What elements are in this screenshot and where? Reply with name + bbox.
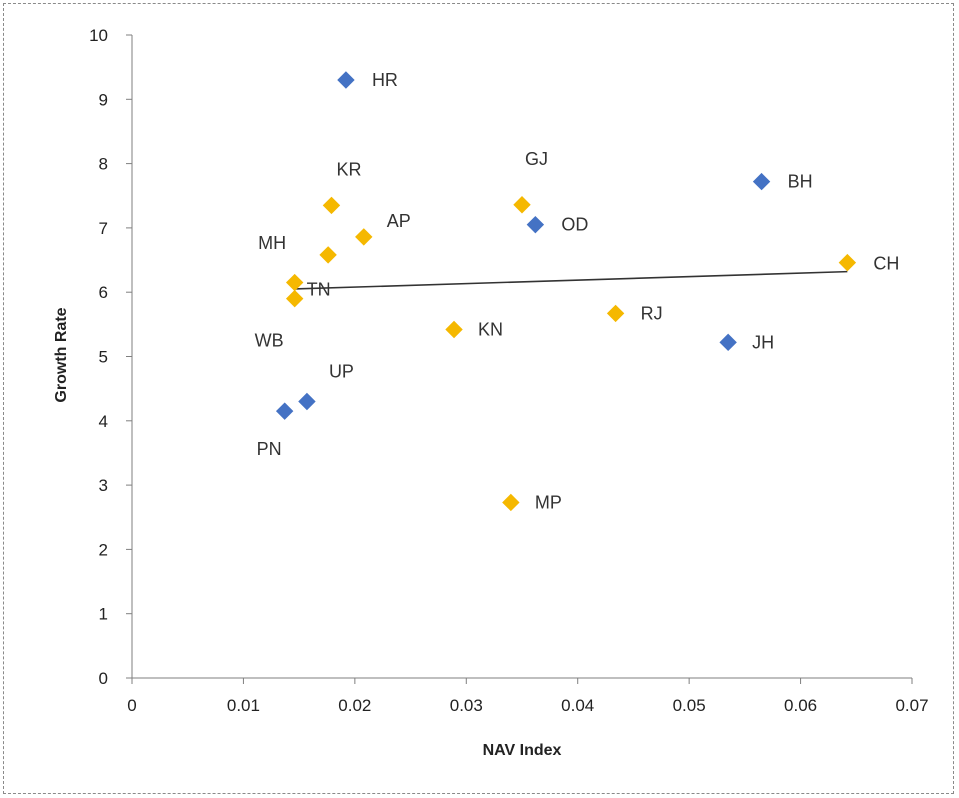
data-point-bh — [752, 172, 771, 191]
chart-frame — [3, 3, 954, 794]
y-tick-label: 10 — [89, 26, 108, 45]
point-label-od: OD — [561, 215, 588, 235]
data-point-rj — [606, 304, 625, 323]
data-point-ch — [838, 253, 857, 272]
x-tick-label: 0.06 — [784, 696, 817, 715]
data-point-od — [526, 215, 545, 234]
trendline — [294, 270, 848, 290]
data-point-wb — [285, 289, 304, 308]
y-tick-label: 9 — [99, 90, 108, 109]
point-label-pn: PN — [257, 439, 282, 459]
data-point-up — [298, 392, 316, 411]
y-tick-label: 0 — [99, 669, 108, 688]
point-label-up: UP — [329, 362, 354, 382]
y-tick-label: 4 — [99, 412, 108, 431]
x-tick-label: 0.02 — [338, 696, 371, 715]
x-axis-title: NAV Index — [483, 742, 562, 759]
y-tick-label: 1 — [99, 605, 108, 624]
point-label-bh: BH — [788, 172, 813, 192]
data-point-mp — [502, 493, 520, 512]
data-points — [275, 71, 857, 512]
x-tick-labels: 0 0.01 0.02 0.03 0.04 0.05 0.06 0.07 — [127, 678, 929, 715]
point-label-jh: JH — [752, 332, 774, 352]
point-label-mh: MH — [258, 233, 286, 253]
point-label-mp: MP — [535, 492, 562, 512]
x-tick-label: 0.07 — [895, 696, 928, 715]
y-tick-label: 8 — [99, 155, 108, 174]
y-tick-label: 2 — [99, 540, 108, 559]
y-axis-title: Growth Rate — [53, 307, 70, 402]
y-tick-label: 5 — [99, 348, 108, 367]
x-tick-label: 0.03 — [450, 696, 483, 715]
axes — [131, 35, 912, 679]
data-point-ap — [355, 228, 373, 246]
data-point-pn — [275, 402, 294, 420]
point-labels: HR BH OD JH UP PN KR GJ AP MH TN WB CH RJ KN MP — [255, 70, 900, 512]
point-label-tn: TN — [307, 280, 331, 300]
y-tick-labels: 0 1 2 3 4 5 6 7 8 9 10 — [89, 26, 132, 688]
data-point-kn — [445, 320, 463, 339]
y-tick-label: 3 — [99, 476, 108, 495]
y-tick-label: 6 — [99, 283, 108, 302]
point-label-ap: AP — [387, 211, 411, 231]
point-label-hr: HR — [372, 70, 398, 90]
x-tick-label: 0 — [127, 696, 136, 715]
x-tick-label: 0.05 — [673, 696, 706, 715]
data-point-kr — [322, 196, 341, 215]
data-point-hr — [337, 71, 355, 89]
y-tick-label: 7 — [99, 219, 108, 238]
data-point-gj — [513, 196, 531, 214]
point-label-kn: KN — [478, 319, 503, 339]
data-point-mh — [319, 246, 337, 264]
x-tick-label: 0.01 — [227, 696, 260, 715]
point-label-wb: WB — [255, 331, 284, 351]
x-tick-label: 0.04 — [561, 696, 594, 715]
point-label-gj: GJ — [525, 149, 548, 169]
point-label-kr: KR — [336, 159, 361, 179]
point-label-ch: CH — [873, 254, 899, 274]
point-label-rj: RJ — [641, 303, 663, 323]
data-point-jh — [719, 333, 737, 352]
